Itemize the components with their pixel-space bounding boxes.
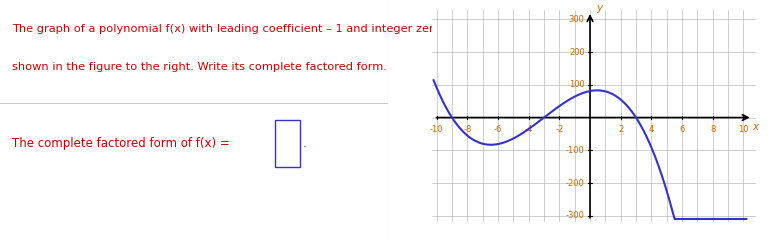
Text: 100: 100 xyxy=(569,80,584,89)
Text: x: x xyxy=(752,122,758,132)
Text: 4: 4 xyxy=(649,125,654,134)
Text: -200: -200 xyxy=(566,179,584,188)
Text: -2: -2 xyxy=(555,125,563,134)
Text: 300: 300 xyxy=(569,15,584,24)
Text: The graph of a polynomial f(x) with leading coefficient – 1 and integer zeros is: The graph of a polynomial f(x) with lead… xyxy=(12,24,459,34)
Text: The complete factored form of f(x) =: The complete factored form of f(x) = xyxy=(12,137,229,150)
Text: -6: -6 xyxy=(494,125,502,134)
Text: .: . xyxy=(303,137,307,150)
Text: 200: 200 xyxy=(569,48,584,57)
Text: 2: 2 xyxy=(618,125,623,134)
Text: -300: -300 xyxy=(566,211,584,220)
Text: -100: -100 xyxy=(566,146,584,155)
Text: 6: 6 xyxy=(680,125,684,134)
Text: y: y xyxy=(596,4,602,13)
Text: -8: -8 xyxy=(463,125,471,134)
Text: -4: -4 xyxy=(525,125,532,134)
Text: 10: 10 xyxy=(738,125,749,134)
FancyBboxPatch shape xyxy=(275,120,300,167)
Text: shown in the figure to the right. Write its complete factored form.: shown in the figure to the right. Write … xyxy=(12,62,387,72)
Text: -10: -10 xyxy=(430,125,443,134)
Text: 8: 8 xyxy=(710,125,715,134)
